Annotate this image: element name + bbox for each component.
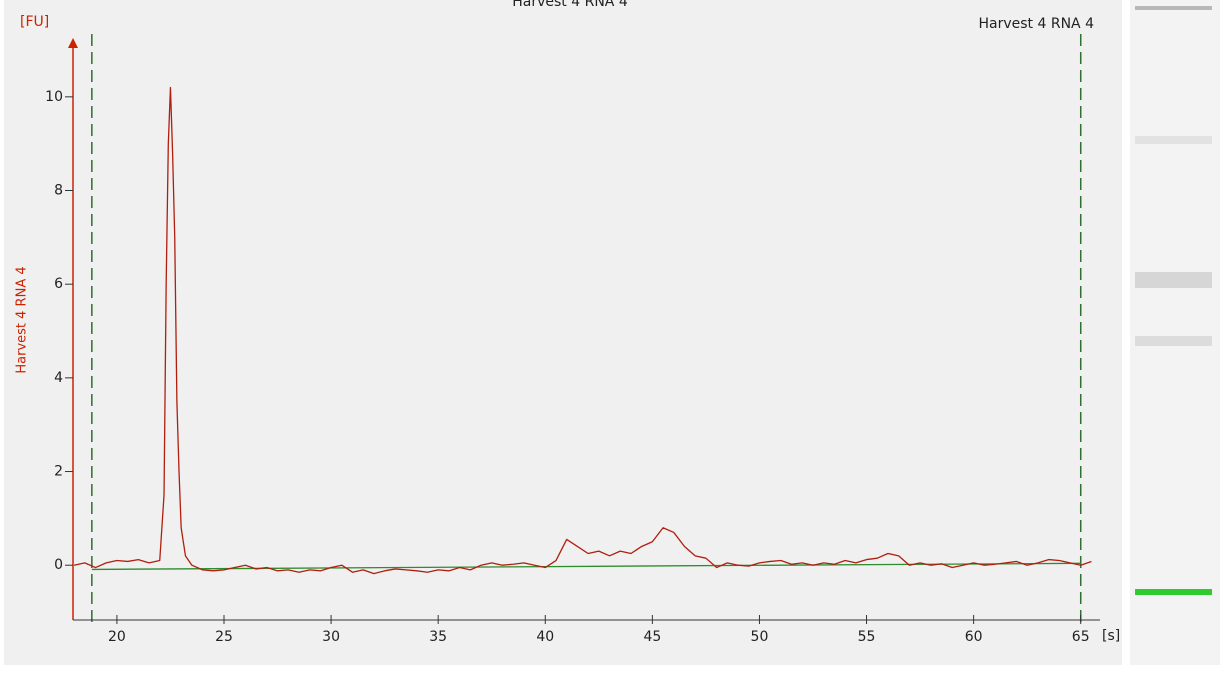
y-axis-title: Harvest 4 RNA 4	[15, 266, 30, 373]
y-tick-label: 2	[54, 464, 63, 480]
x-unit: [s]	[1102, 628, 1120, 644]
x-tick-label: 25	[215, 629, 233, 645]
chart: Harvest 4 RNA 4 Harvest 4 RNA 4 [FU] [s]…	[0, 0, 1226, 673]
x-tick-label: 35	[429, 629, 447, 645]
gel-band	[1135, 6, 1212, 10]
plot-background	[4, 0, 1122, 665]
gel-lane	[1130, 0, 1220, 665]
legend-entry: Harvest 4 RNA 4	[979, 16, 1095, 32]
chart-title: Harvest 4 RNA 4	[512, 0, 628, 10]
page: Harvest 4 RNA 4 Harvest 4 RNA 4 [FU] [s]…	[0, 0, 1226, 673]
y-tick-label: 10	[45, 89, 63, 105]
x-tick-label: 45	[643, 629, 661, 645]
y-unit: [FU]	[20, 14, 49, 30]
x-tick-label: 60	[965, 629, 983, 645]
gel-band	[1135, 589, 1212, 595]
y-tick-label: 6	[54, 276, 63, 292]
x-tick-label: 30	[322, 629, 340, 645]
x-tick-label: 50	[751, 629, 769, 645]
x-tick-label: 65	[1072, 629, 1090, 645]
gel-band	[1135, 136, 1212, 144]
x-tick-label: 40	[536, 629, 554, 645]
y-tick-label: 4	[54, 370, 63, 386]
x-tick-label: 20	[108, 629, 126, 645]
y-tick-label: 8	[54, 183, 63, 199]
x-tick-label: 55	[858, 629, 876, 645]
gel-band	[1135, 272, 1212, 288]
y-tick-label: 0	[54, 557, 63, 573]
gel-band	[1135, 336, 1212, 346]
